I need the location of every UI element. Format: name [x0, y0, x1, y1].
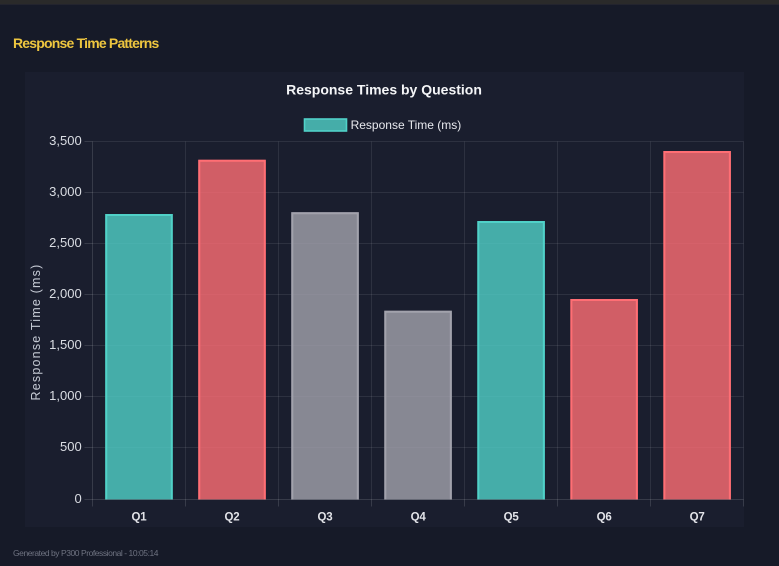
- svg-text:Response Times by Question: Response Times by Question: [286, 82, 482, 98]
- svg-text:0: 0: [74, 491, 81, 506]
- svg-text:Q3: Q3: [318, 511, 333, 523]
- svg-text:Response Time (ms): Response Time (ms): [29, 264, 43, 401]
- svg-text:3,500: 3,500: [49, 133, 82, 148]
- svg-text:2,000: 2,000: [49, 286, 82, 301]
- svg-text:Q6: Q6: [597, 511, 612, 523]
- svg-text:2,500: 2,500: [49, 235, 82, 250]
- svg-text:500: 500: [60, 439, 82, 454]
- svg-text:1,500: 1,500: [49, 337, 82, 352]
- svg-text:Q5: Q5: [504, 511, 520, 523]
- svg-text:Q2: Q2: [225, 511, 240, 523]
- svg-text:1,000: 1,000: [49, 388, 82, 403]
- svg-text:Q1: Q1: [132, 511, 148, 523]
- svg-text:3,000: 3,000: [49, 184, 82, 199]
- svg-text:Q4: Q4: [411, 511, 427, 523]
- svg-text:Q7: Q7: [690, 511, 705, 523]
- svg-text:Response Time (ms): Response Time (ms): [351, 118, 462, 132]
